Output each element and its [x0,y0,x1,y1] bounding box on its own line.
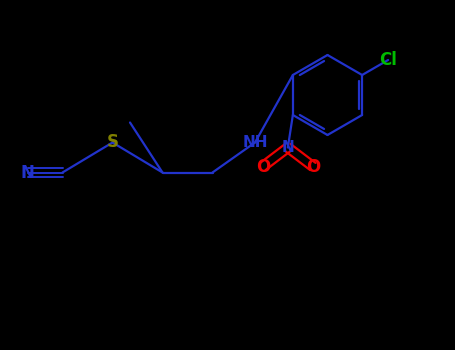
Text: S: S [106,133,118,152]
Text: NH: NH [242,135,268,150]
Text: O: O [256,158,270,175]
Text: Cl: Cl [379,51,397,69]
Text: N: N [282,140,294,155]
Text: N: N [20,163,35,182]
Text: O: O [306,158,320,175]
